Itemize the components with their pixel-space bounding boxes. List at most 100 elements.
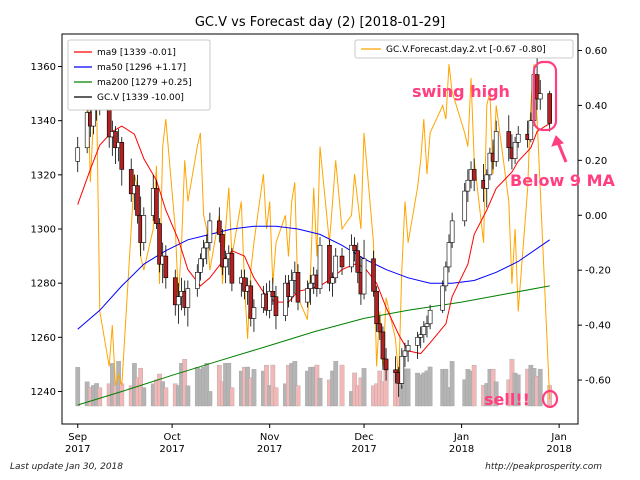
- volume-bar: [273, 387, 279, 407]
- volume-bar: [97, 387, 103, 407]
- annotation-swing-high: swing high: [412, 82, 510, 101]
- candle-body: [154, 188, 159, 224]
- candle-body: [380, 331, 386, 360]
- candle-body: [267, 290, 272, 311]
- legend-label-forecast: GC.V.Forecast.day.2.vt [-0.67 -0.80]: [386, 45, 546, 55]
- candle-body: [462, 190, 468, 222]
- candle-body: [251, 307, 257, 319]
- y-left-tick-label: 1340: [31, 116, 56, 127]
- candle-body: [506, 131, 512, 149]
- x-tick-label-month: Oct: [163, 432, 180, 443]
- candle-body: [377, 323, 383, 333]
- volume-bar: [229, 387, 235, 407]
- volume-bar: [339, 364, 345, 407]
- candle-body: [374, 290, 379, 325]
- x-tick-label-year: 2017: [257, 444, 282, 455]
- y-left-tick-label: 1260: [31, 333, 56, 344]
- volume-bar: [317, 377, 323, 407]
- below-ma-arrow-head: [551, 135, 564, 147]
- volume-bar: [427, 366, 433, 407]
- candle-body: [305, 288, 310, 303]
- y-left-tick-label: 1280: [31, 279, 56, 290]
- candle-body: [135, 185, 140, 216]
- footer-source-url: http://peakprosperity.com: [485, 462, 602, 472]
- y-right-tick-label: 0.00: [585, 211, 607, 222]
- y-right-tick-label: 0.60: [585, 46, 607, 57]
- volume-bar: [109, 363, 115, 407]
- candle-body: [220, 234, 225, 268]
- candle-body: [402, 350, 408, 357]
- y-right-tick-label: -0.20: [585, 266, 611, 277]
- candle-body: [547, 93, 552, 124]
- legend-label: ma50 [1296 +1.17]: [97, 63, 186, 73]
- chart-title: GC.V vs Forecast day (2) [2018-01-29]: [195, 15, 445, 30]
- candle-body: [207, 220, 213, 243]
- candle-body: [446, 242, 452, 268]
- y-right-tick-label: -0.60: [585, 376, 611, 387]
- candle-body: [493, 131, 499, 162]
- candle-body: [449, 220, 455, 243]
- x-tick-label-month: Nov: [260, 432, 280, 443]
- candle-body: [273, 296, 279, 316]
- candle-body: [333, 255, 339, 279]
- candle-body: [393, 369, 398, 373]
- swing-high-highlight: [532, 60, 558, 132]
- candle-body: [537, 93, 543, 100]
- candle-body: [198, 258, 203, 273]
- volume-bar: [182, 359, 188, 407]
- x-tick-label-year: 2017: [65, 444, 90, 455]
- candle-body: [399, 355, 405, 384]
- candle-body: [157, 223, 162, 265]
- candle-body: [415, 337, 420, 346]
- y-right-tick-label: 0.40: [585, 101, 607, 112]
- candle-body: [443, 266, 449, 287]
- candle-body: [113, 131, 118, 149]
- candle-body: [424, 323, 430, 327]
- legend-label: ma200 [1279 +0.25]: [97, 78, 192, 88]
- volume-bar: [75, 367, 81, 407]
- candle-body: [405, 345, 411, 352]
- volume-bar: [163, 387, 169, 407]
- candle-body: [339, 255, 345, 268]
- candle-body: [465, 179, 471, 192]
- candle-body: [349, 244, 354, 268]
- candle-body: [217, 220, 222, 235]
- candle-body: [242, 277, 247, 292]
- candle-body: [223, 258, 228, 268]
- legend-left-box: [67, 39, 211, 111]
- y-right-tick-label: -0.40: [585, 321, 611, 332]
- y-left-tick-label: 1240: [31, 387, 56, 398]
- candle-body: [308, 282, 313, 289]
- ma200-line: [77, 285, 550, 406]
- candle-body: [283, 282, 288, 316]
- sell-circle: [541, 389, 559, 409]
- volume-bar: [204, 362, 210, 407]
- candle-body: [330, 277, 335, 284]
- x-tick-label-month: Sep: [68, 432, 87, 443]
- candle-body: [176, 296, 181, 306]
- forecast-line: [77, 50, 551, 400]
- candle-body: [128, 169, 134, 195]
- x-tick-label-year: 2017: [351, 444, 376, 455]
- x-tick-label-year: 2017: [159, 444, 184, 455]
- candle-body: [84, 112, 90, 149]
- candle-body: [487, 152, 493, 176]
- volume-bar: [405, 368, 411, 407]
- volume-bar: [119, 383, 125, 407]
- candle-body: [528, 120, 534, 140]
- candle-body: [248, 285, 254, 319]
- volume-bar: [471, 365, 477, 407]
- candle-body: [75, 147, 81, 162]
- x-tick-label-month: Jan: [453, 432, 469, 443]
- volume-bar: [270, 364, 276, 407]
- legend-label: GC.V [1339 -10.00]: [97, 93, 184, 103]
- candle-body: [352, 244, 357, 251]
- volume-bar: [141, 387, 147, 407]
- volume-bar: [493, 381, 499, 407]
- candle-body: [383, 358, 389, 371]
- volume-bar: [361, 368, 367, 407]
- candle-body: [512, 142, 518, 159]
- annotation-sell: sell!!: [484, 390, 530, 409]
- candle-body: [185, 288, 191, 308]
